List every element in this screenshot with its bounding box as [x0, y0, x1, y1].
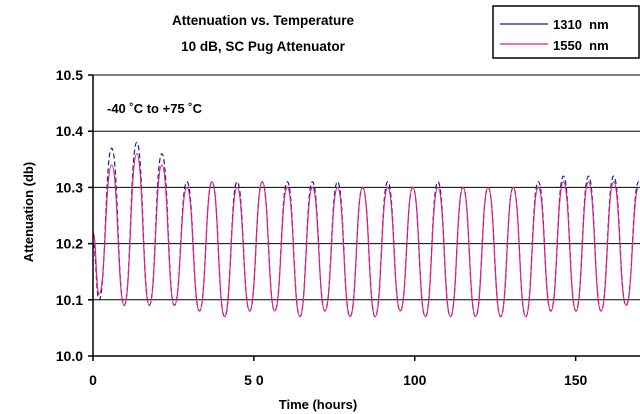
y-tick-label: 10.2: [56, 236, 83, 252]
x-tick-label: 100: [403, 372, 427, 388]
legend-box: [492, 5, 640, 59]
series-line-1310nm: [92, 141, 640, 318]
legend: 1310 nm 1550 nm: [492, 5, 640, 59]
y-tick-label: 10.0: [56, 348, 83, 364]
y-axis-title: Attenuation (db): [21, 162, 36, 262]
x-tick-label: 0: [89, 372, 97, 388]
x-tick-label: 5 0: [244, 372, 264, 388]
series-layer: [92, 141, 640, 318]
y-tick-label: 10.3: [56, 179, 83, 195]
legend-label-1310: 1310 nm: [553, 17, 609, 32]
y-tick-label: 10.4: [56, 123, 83, 139]
gridlines: [88, 74, 640, 357]
y-tick-labels: 10.0 10.1 10.2 10.3 10.4 10.5: [56, 67, 83, 364]
legend-label-1550: 1550 nm: [553, 38, 609, 53]
chart-subtitle: 10 dB, SC Pug Attenuator: [181, 39, 346, 54]
axes: [92, 75, 640, 357]
y-tick-label: 10.5: [56, 67, 83, 83]
annotation-temperature-range: -40 ˚C to +75 ˚C: [107, 101, 203, 116]
x-axis-title: Time (hours): [279, 397, 358, 412]
series-line-1550nm: [92, 153, 640, 318]
y-tick-label: 10.1: [56, 292, 83, 308]
x-tick-label: 150: [564, 372, 588, 388]
chart-title: Attenuation vs. Temperature: [172, 13, 355, 28]
